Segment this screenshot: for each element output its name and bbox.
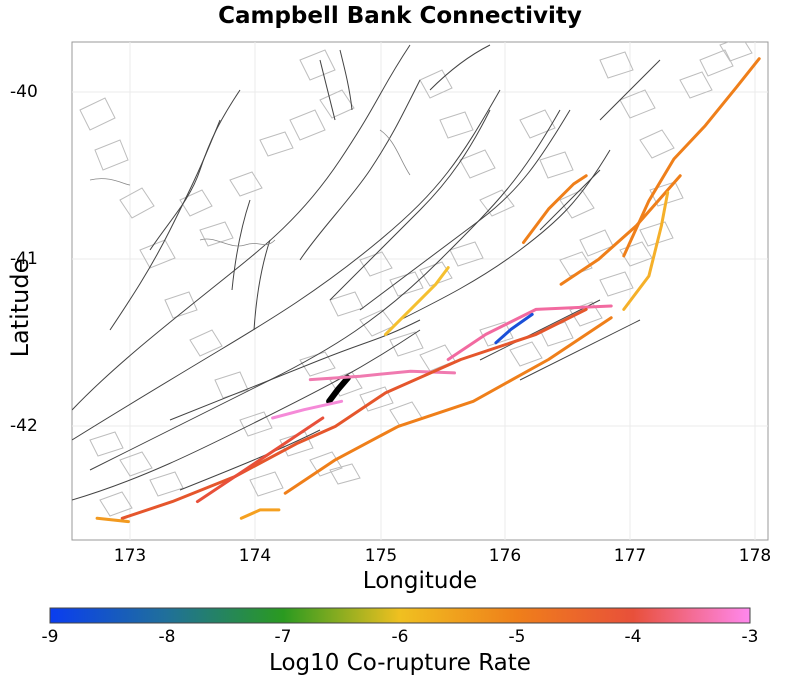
x-axis-label: Longitude: [362, 568, 478, 594]
fault-segment: [384, 266, 450, 336]
colorbar-tick: -8: [158, 627, 176, 647]
y-axis-label: Latitude: [6, 258, 34, 358]
fault-segment: [559, 174, 682, 286]
colorbar-label: Log10 Co-rupture Rate: [269, 650, 531, 676]
colorbar-tick: -9: [41, 627, 59, 647]
x-tick-label: 175: [364, 546, 398, 566]
fault-segment: [195, 416, 325, 504]
y-tick-label: -42: [10, 416, 38, 436]
x-tick-label: 176: [488, 546, 522, 566]
fault-segment: [283, 316, 613, 495]
x-tick-label: 178: [738, 546, 772, 566]
fault-segment: [494, 312, 534, 345]
fault-segment: [522, 174, 588, 244]
x-tick-label: 177: [613, 546, 647, 566]
colorbar-tick: -6: [391, 627, 409, 647]
y-tick-label: -40: [10, 82, 38, 102]
fault-segment: [271, 399, 344, 420]
colorbar-tick: -4: [624, 627, 642, 647]
fault-segment: [120, 307, 588, 520]
campbell-bank-fault: [326, 374, 351, 405]
fault-segment: [446, 304, 613, 361]
y-tick-label: -41: [10, 249, 38, 269]
fault-segment: [622, 190, 670, 311]
plot-area: [71, 41, 769, 541]
fault-segments: [95, 57, 761, 524]
background-faults: [72, 42, 753, 517]
colorbar: [49, 607, 751, 624]
map-title: Campbell Bank Connectivity: [218, 3, 582, 29]
x-tick-label: 174: [238, 546, 272, 566]
x-tick-label: 173: [113, 546, 147, 566]
colorbar-tick: -3: [741, 627, 759, 647]
gridlines: [72, 42, 768, 540]
fault-segment: [622, 57, 761, 258]
colorbar-tick: -7: [274, 627, 292, 647]
fault-segment: [239, 508, 281, 520]
colorbar-tick: -5: [508, 627, 526, 647]
fault-segment: [95, 516, 130, 524]
